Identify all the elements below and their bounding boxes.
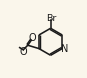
Text: Br: Br	[46, 14, 56, 23]
Text: O: O	[28, 33, 36, 43]
Text: N: N	[61, 44, 68, 54]
Text: O: O	[19, 47, 27, 57]
